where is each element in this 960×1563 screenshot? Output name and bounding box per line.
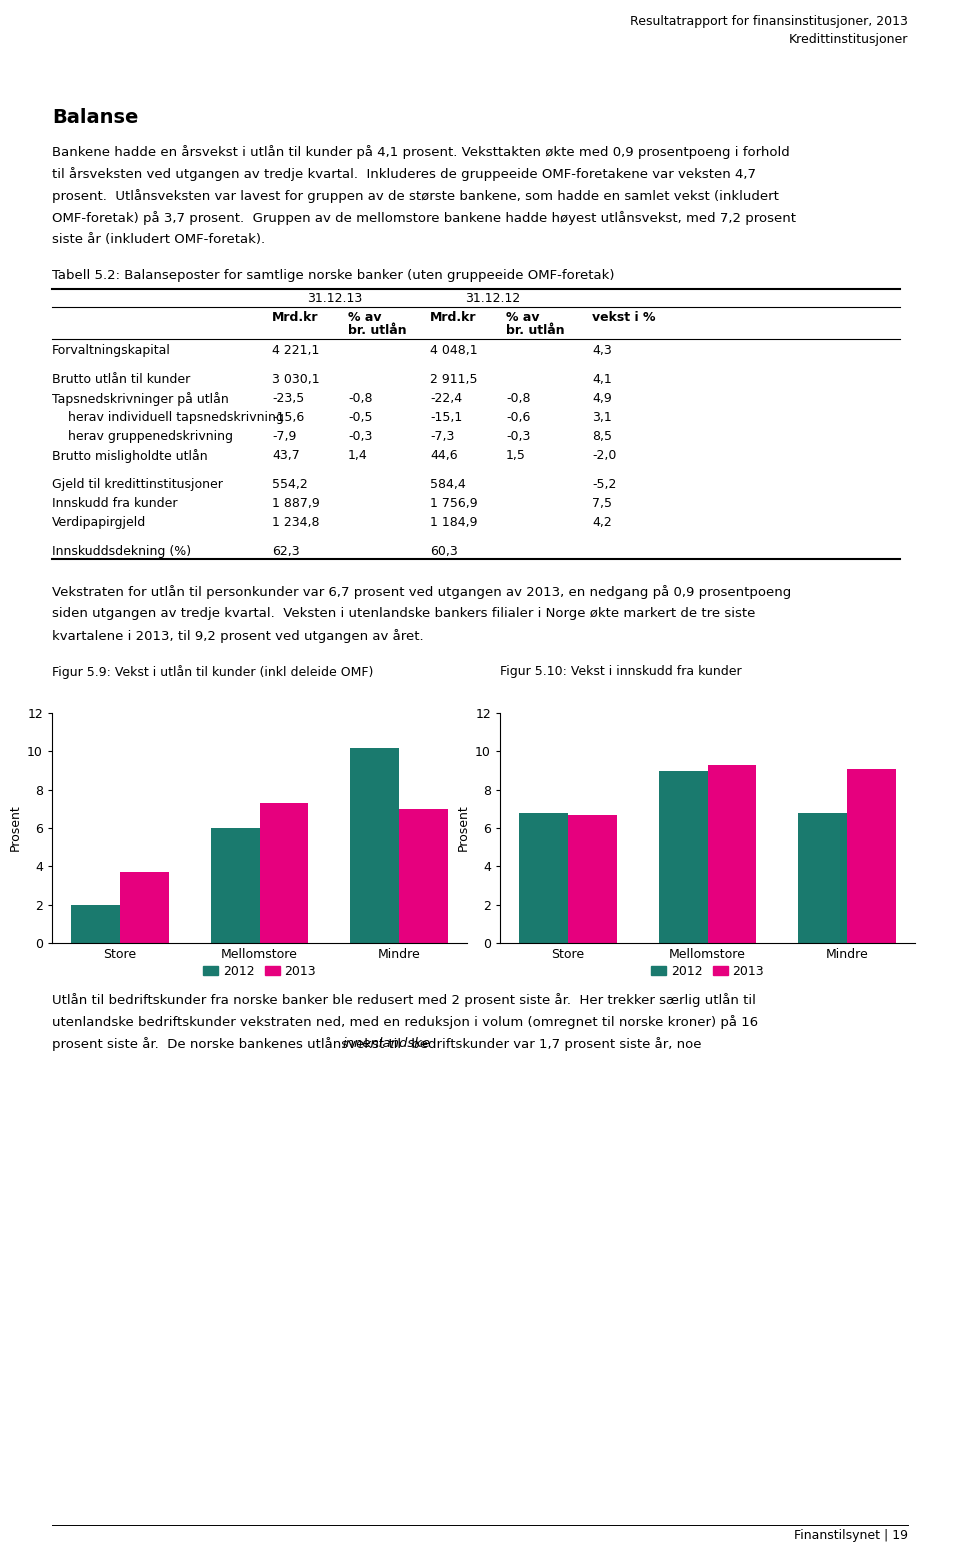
Text: Verdipapirgjeld: Verdipapirgjeld (52, 516, 146, 528)
Text: 60,3: 60,3 (430, 545, 458, 558)
Bar (350, 747, 399, 942)
Text: 62,3: 62,3 (272, 545, 300, 558)
Text: 4,3: 4,3 (592, 344, 612, 356)
Text: 4 048,1: 4 048,1 (430, 344, 478, 356)
Text: Finanstilsynet | 19: Finanstilsynet | 19 (794, 1529, 908, 1543)
Bar (210, 828, 259, 942)
Text: Balanse: Balanse (52, 108, 138, 127)
Text: prosent siste år.  De norske bankenes utlånsvekst til: prosent siste år. De norske bankenes utl… (52, 1036, 405, 1050)
Text: Innskudd fra kunder: Innskudd fra kunder (52, 497, 178, 510)
Text: 554,2: 554,2 (272, 478, 308, 491)
Text: -23,5: -23,5 (272, 392, 304, 405)
Text: Kredittinstitusjoner: Kredittinstitusjoner (788, 33, 908, 45)
Text: % av: % av (348, 311, 381, 324)
Text: -22,4: -22,4 (430, 392, 462, 405)
Y-axis label: Prosent: Prosent (457, 805, 469, 852)
Text: Brutto utlån til kunder: Brutto utlån til kunder (52, 374, 190, 386)
Bar (708, 764, 756, 942)
Text: % av: % av (506, 311, 540, 324)
Text: vekst i %: vekst i % (592, 311, 656, 324)
Text: -0,6: -0,6 (506, 411, 530, 424)
Text: til årsveksten ved utgangen av tredje kvartal.  Inkluderes de gruppeeide OMF-for: til årsveksten ved utgangen av tredje kv… (52, 167, 756, 181)
Bar (848, 769, 896, 942)
Text: Mrd.kr: Mrd.kr (430, 311, 476, 324)
Text: -7,9: -7,9 (272, 430, 297, 442)
Text: -0,8: -0,8 (506, 392, 531, 405)
Text: 4,2: 4,2 (592, 516, 612, 528)
Legend: 2012, 2013: 2012, 2013 (646, 960, 769, 983)
Text: -0,3: -0,3 (348, 430, 372, 442)
Text: -2,0: -2,0 (592, 449, 616, 463)
Text: Forvaltningskapital: Forvaltningskapital (52, 344, 171, 356)
Text: br. utlån: br. utlån (506, 324, 564, 338)
Text: -0,3: -0,3 (506, 430, 530, 442)
Text: -5,2: -5,2 (592, 478, 616, 491)
Y-axis label: Prosent: Prosent (9, 805, 21, 852)
Text: 3 030,1: 3 030,1 (272, 374, 320, 386)
Text: 4 221,1: 4 221,1 (272, 344, 320, 356)
Text: siden utgangen av tredje kvartal.  Veksten i utenlandske bankers filialer i Norg: siden utgangen av tredje kvartal. Vekste… (52, 606, 756, 621)
Text: Mrd.kr: Mrd.kr (272, 311, 319, 324)
Text: 4,1: 4,1 (592, 374, 612, 386)
Text: Figur 5.9: Vekst i utlån til kunder (inkl deleide OMF): Figur 5.9: Vekst i utlån til kunder (ink… (52, 664, 373, 678)
Text: br. utlån: br. utlån (348, 324, 407, 338)
Text: 1 756,9: 1 756,9 (430, 497, 478, 510)
Text: 31.12.12: 31.12.12 (466, 292, 520, 305)
Text: herav individuell tapsnedskrivning: herav individuell tapsnedskrivning (68, 411, 284, 424)
Text: utenlandske bedriftskunder vekstraten ned, med en reduksjon i volum (omregnet ti: utenlandske bedriftskunder vekstraten ne… (52, 1014, 758, 1028)
Text: 7,5: 7,5 (592, 497, 612, 510)
Text: -7,3: -7,3 (430, 430, 454, 442)
Text: Figur 5.10: Vekst i innskudd fra kunder: Figur 5.10: Vekst i innskudd fra kunder (500, 664, 742, 678)
Text: 1 184,9: 1 184,9 (430, 516, 477, 528)
Bar (120, 872, 169, 942)
Text: -0,8: -0,8 (348, 392, 372, 405)
Text: bedriftskunder var 1,7 prosent siste år, noe: bedriftskunder var 1,7 prosent siste år,… (407, 1036, 702, 1050)
Text: -15,1: -15,1 (430, 411, 463, 424)
Text: Bankene hadde en årsvekst i utlån til kunder på 4,1 prosent. Veksttakten økte me: Bankene hadde en årsvekst i utlån til ku… (52, 145, 790, 159)
Text: Brutto misligholdte utlån: Brutto misligholdte utlån (52, 449, 207, 463)
Text: innenlandske: innenlandske (343, 1036, 430, 1050)
Text: 4,9: 4,9 (592, 392, 612, 405)
Text: 2 911,5: 2 911,5 (430, 374, 477, 386)
Bar (71, 905, 120, 942)
Text: 31.12.13: 31.12.13 (307, 292, 363, 305)
Bar (518, 813, 567, 942)
Bar (659, 771, 708, 942)
Text: 1 887,9: 1 887,9 (272, 497, 320, 510)
Text: 1,4: 1,4 (348, 449, 368, 463)
Text: Gjeld til kredittinstitusjoner: Gjeld til kredittinstitusjoner (52, 478, 223, 491)
Text: siste år (inkludert OMF-foretak).: siste år (inkludert OMF-foretak). (52, 233, 265, 245)
Text: 43,7: 43,7 (272, 449, 300, 463)
Text: Tapsnedskrivninger på utlån: Tapsnedskrivninger på utlån (52, 392, 228, 406)
Text: kvartalene i 2013, til 9,2 prosent ved utgangen av året.: kvartalene i 2013, til 9,2 prosent ved u… (52, 628, 423, 642)
Text: 1,5: 1,5 (506, 449, 526, 463)
Text: -0,5: -0,5 (348, 411, 372, 424)
Text: Resultatrapport for finansinstitusjoner, 2013: Resultatrapport for finansinstitusjoner,… (630, 16, 908, 28)
Text: Vekstraten for utlån til personkunder var 6,7 prosent ved utgangen av 2013, en n: Vekstraten for utlån til personkunder va… (52, 585, 791, 599)
Bar (799, 813, 848, 942)
Text: 3,1: 3,1 (592, 411, 612, 424)
Text: 8,5: 8,5 (592, 430, 612, 442)
Text: prosent.  Utlånsveksten var lavest for gruppen av de største bankene, som hadde : prosent. Utlånsveksten var lavest for gr… (52, 189, 779, 203)
Text: 1 234,8: 1 234,8 (272, 516, 320, 528)
Bar (567, 814, 616, 942)
Text: OMF-foretak) på 3,7 prosent.  Gruppen av de mellomstore bankene hadde høyest utl: OMF-foretak) på 3,7 prosent. Gruppen av … (52, 211, 796, 225)
Text: 44,6: 44,6 (430, 449, 458, 463)
Text: Innskuddsdekning (%): Innskuddsdekning (%) (52, 545, 191, 558)
Bar (259, 803, 308, 942)
Text: Utlån til bedriftskunder fra norske banker ble redusert med 2 prosent siste år. : Utlån til bedriftskunder fra norske bank… (52, 993, 756, 1007)
Text: herav gruppenedskrivning: herav gruppenedskrivning (68, 430, 233, 442)
Legend: 2012, 2013: 2012, 2013 (198, 960, 322, 983)
Text: 584,4: 584,4 (430, 478, 466, 491)
Text: -15,6: -15,6 (272, 411, 304, 424)
Text: Tabell 5.2: Balanseposter for samtlige norske banker (uten gruppeeide OMF-foreta: Tabell 5.2: Balanseposter for samtlige n… (52, 269, 614, 281)
Bar (399, 808, 448, 942)
